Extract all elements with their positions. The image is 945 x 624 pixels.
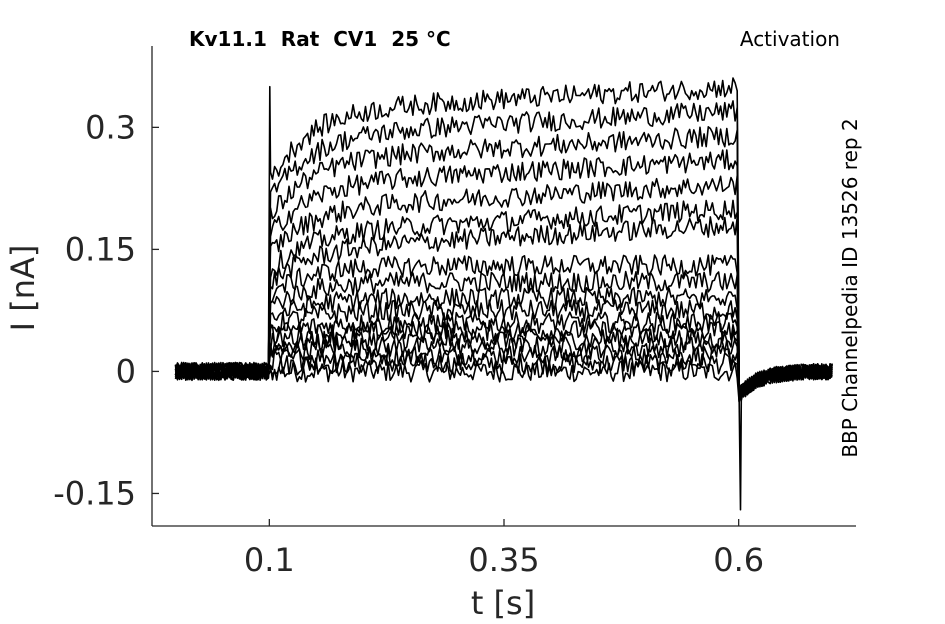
current-trace xyxy=(174,327,833,400)
x-axis-label: t [s] xyxy=(471,584,535,622)
protocol-label: Activation xyxy=(739,27,840,51)
y-tick-label: -0.15 xyxy=(53,474,136,512)
current-traces xyxy=(174,77,833,511)
current-trace xyxy=(174,254,833,396)
current-trace xyxy=(174,100,833,398)
current-trace xyxy=(174,216,833,395)
y-axis-label: I [nA] xyxy=(4,245,42,332)
current-trace xyxy=(174,286,833,403)
x-tick-label: 0.35 xyxy=(468,541,539,579)
y-tick-label: 0 xyxy=(116,352,136,390)
current-trace xyxy=(174,319,833,394)
current-trace xyxy=(174,299,833,394)
axis-ticks: 0.1 0.35 0.6 -0.15 0 0.15 0.3 xyxy=(53,108,764,579)
current-trace xyxy=(174,77,833,397)
current-trace xyxy=(174,360,833,511)
chart-title: Kv11.1 Rat CV1 25 °C xyxy=(189,27,451,51)
y-tick-label: 0.15 xyxy=(65,230,136,268)
x-tick-label: 0.1 xyxy=(244,541,295,579)
current-trace xyxy=(174,199,833,402)
current-trace xyxy=(174,175,833,398)
current-trace xyxy=(174,336,833,396)
x-tick-label: 0.6 xyxy=(713,541,764,579)
current-trace xyxy=(174,149,833,398)
y-tick-label: 0.3 xyxy=(85,108,136,146)
current-trace xyxy=(174,126,833,397)
source-label: BBP Channelpedia ID 13526 rep 2 xyxy=(838,118,862,458)
